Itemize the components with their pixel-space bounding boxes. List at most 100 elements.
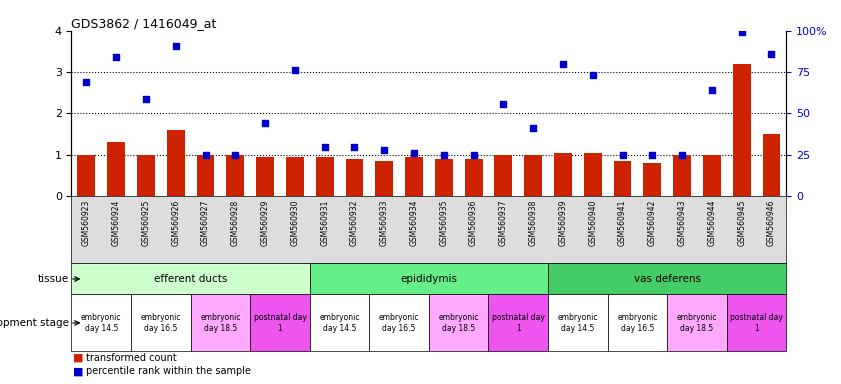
Text: GSM560937: GSM560937: [499, 200, 508, 246]
Bar: [405, 157, 423, 196]
Bar: [489, 295, 548, 351]
Bar: [137, 155, 155, 196]
Text: embryonic
day 18.5: embryonic day 18.5: [438, 313, 479, 333]
Text: GSM560946: GSM560946: [767, 200, 776, 246]
Text: GSM560929: GSM560929: [261, 200, 270, 246]
Text: GSM560936: GSM560936: [469, 200, 478, 246]
Bar: [584, 153, 601, 196]
Point: [80, 79, 93, 85]
Text: ■: ■: [73, 353, 83, 363]
Bar: [107, 142, 125, 196]
Text: epididymis: epididymis: [400, 274, 458, 284]
Point: [705, 87, 718, 93]
Bar: [71, 263, 309, 295]
Text: GSM560944: GSM560944: [707, 200, 717, 246]
Bar: [614, 161, 632, 196]
Point: [675, 152, 689, 158]
Bar: [643, 163, 661, 196]
Point: [229, 152, 242, 158]
Bar: [257, 157, 274, 196]
Text: GSM560938: GSM560938: [529, 200, 537, 246]
Text: efferent ducts: efferent ducts: [154, 274, 227, 284]
Text: embryonic
day 14.5: embryonic day 14.5: [558, 313, 598, 333]
Point: [407, 150, 420, 156]
Bar: [131, 295, 191, 351]
Point: [467, 152, 480, 158]
Text: GSM560942: GSM560942: [648, 200, 657, 246]
Text: GSM560943: GSM560943: [678, 200, 686, 246]
Point: [526, 125, 540, 131]
Point: [198, 152, 212, 158]
Bar: [733, 64, 750, 196]
Bar: [369, 295, 429, 351]
Text: tissue: tissue: [37, 274, 68, 284]
Text: embryonic
day 16.5: embryonic day 16.5: [617, 313, 658, 333]
Bar: [197, 155, 214, 196]
Text: embryonic
day 14.5: embryonic day 14.5: [320, 313, 360, 333]
Text: postnatal day
1: postnatal day 1: [730, 313, 783, 333]
Bar: [346, 159, 363, 196]
Point: [616, 152, 629, 158]
Text: GSM560930: GSM560930: [290, 200, 299, 246]
Text: GSM560925: GSM560925: [141, 200, 151, 246]
Point: [258, 120, 272, 126]
Point: [109, 54, 123, 60]
Text: embryonic
day 14.5: embryonic day 14.5: [81, 313, 121, 333]
Bar: [309, 263, 548, 295]
Bar: [375, 161, 393, 196]
Bar: [763, 134, 780, 196]
Text: GSM560924: GSM560924: [112, 200, 120, 246]
Text: development stage: development stage: [0, 318, 68, 328]
Point: [347, 144, 361, 150]
Text: GSM560928: GSM560928: [230, 200, 240, 246]
Bar: [703, 155, 721, 196]
Bar: [673, 155, 691, 196]
Text: embryonic
day 18.5: embryonic day 18.5: [677, 313, 717, 333]
Text: GSM560934: GSM560934: [410, 200, 419, 246]
Point: [169, 43, 182, 49]
Bar: [71, 295, 131, 351]
Point: [288, 67, 302, 73]
Bar: [309, 295, 369, 351]
Bar: [435, 159, 452, 196]
Bar: [191, 295, 251, 351]
Bar: [226, 155, 244, 196]
Point: [735, 29, 748, 35]
Text: GSM560945: GSM560945: [738, 200, 746, 246]
Point: [764, 51, 778, 57]
Text: GDS3862 / 1416049_at: GDS3862 / 1416049_at: [71, 17, 217, 30]
Bar: [495, 155, 512, 196]
Bar: [286, 157, 304, 196]
Text: percentile rank within the sample: percentile rank within the sample: [86, 366, 251, 376]
Point: [140, 96, 153, 102]
Text: GSM560932: GSM560932: [350, 200, 359, 246]
Text: postnatal day
1: postnatal day 1: [492, 313, 545, 333]
Point: [646, 152, 659, 158]
Text: GSM560933: GSM560933: [380, 200, 389, 246]
Point: [556, 61, 569, 67]
Bar: [464, 159, 483, 196]
Text: embryonic
day 18.5: embryonic day 18.5: [200, 313, 241, 333]
Bar: [554, 153, 572, 196]
Point: [437, 152, 451, 158]
Bar: [524, 155, 542, 196]
Text: GSM560927: GSM560927: [201, 200, 210, 246]
Bar: [251, 295, 309, 351]
Bar: [548, 263, 786, 295]
Text: GSM560926: GSM560926: [172, 200, 180, 246]
Text: GSM560923: GSM560923: [82, 200, 91, 246]
Text: GSM560931: GSM560931: [320, 200, 329, 246]
Bar: [607, 295, 667, 351]
Bar: [167, 130, 185, 196]
Text: GSM560939: GSM560939: [558, 200, 568, 246]
Text: GSM560941: GSM560941: [618, 200, 627, 246]
Bar: [667, 295, 727, 351]
Text: GSM560940: GSM560940: [588, 200, 597, 246]
Text: transformed count: transformed count: [86, 353, 177, 363]
Text: embryonic
day 16.5: embryonic day 16.5: [379, 313, 420, 333]
Text: postnatal day
1: postnatal day 1: [253, 313, 306, 333]
Text: vas deferens: vas deferens: [633, 274, 701, 284]
Bar: [727, 295, 786, 351]
Text: ■: ■: [73, 366, 83, 376]
Point: [318, 144, 331, 150]
